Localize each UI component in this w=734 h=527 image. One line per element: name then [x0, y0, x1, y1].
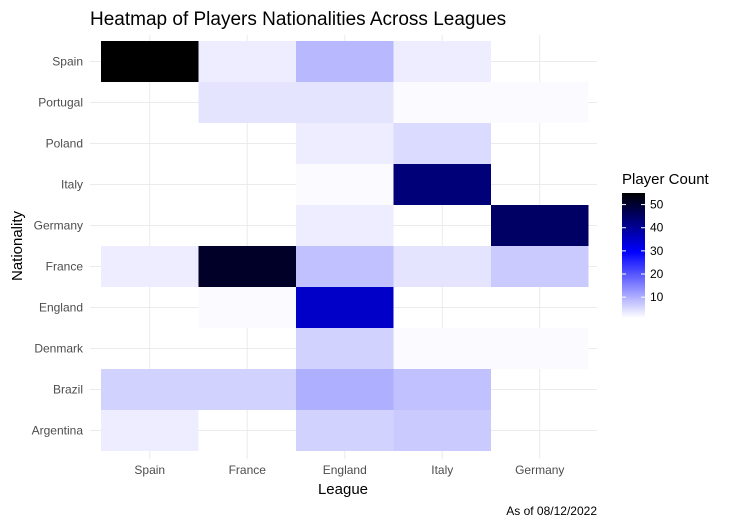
- cell-brazil-france: [198, 369, 296, 410]
- cell-portugal-france: [198, 82, 296, 123]
- cell-germany-germany: [491, 205, 589, 246]
- y-tick-italy: Italy: [61, 178, 83, 192]
- x-axis-title: League: [318, 481, 368, 498]
- y-tick-england: England: [39, 301, 83, 315]
- cell-france-spain: [101, 246, 199, 287]
- cell-portugal-germany: [491, 82, 589, 123]
- cell-france-england: [296, 246, 394, 287]
- cell-poland-italy: [393, 123, 491, 164]
- legend-tick-label-30: 30: [650, 244, 664, 258]
- cell-denmark-italy: [393, 328, 491, 369]
- legend-color-bar: [622, 193, 645, 318]
- y-axis-title: Nationality: [9, 210, 26, 281]
- cell-argentina-spain: [101, 410, 199, 451]
- cell-england-england: [296, 287, 394, 328]
- x-axis-ticks: Spain France England Italy Germany: [134, 463, 564, 477]
- y-tick-argentina: Argentina: [32, 424, 84, 438]
- cell-portugal-italy: [393, 82, 491, 123]
- y-tick-germany: Germany: [34, 219, 83, 233]
- cell-italy-italy: [393, 164, 491, 205]
- y-tick-portugal: Portugal: [38, 96, 83, 110]
- cell-spain-spain: [101, 41, 199, 82]
- cell-italy-england: [296, 164, 394, 205]
- cell-poland-england: [296, 123, 394, 164]
- y-tick-spain: Spain: [52, 55, 83, 69]
- x-tick-spain: Spain: [134, 463, 165, 477]
- cell-denmark-england: [296, 328, 394, 369]
- legend-tick-label-40: 40: [650, 221, 664, 235]
- cell-spain-france: [198, 41, 296, 82]
- cell-brazil-england: [296, 369, 394, 410]
- heatmap-cells: [101, 41, 589, 451]
- cell-denmark-germany: [491, 328, 589, 369]
- y-tick-france: France: [46, 260, 84, 274]
- cell-germany-england: [296, 205, 394, 246]
- y-axis-ticks: Spain Portugal Poland Italy Germany France Eng…: [32, 55, 84, 438]
- legend-tick-label-50: 50: [650, 198, 664, 212]
- color-legend: Player Count 10 20 30 40 50: [622, 171, 710, 318]
- cell-brazil-spain: [101, 369, 199, 410]
- legend-tick-label-20: 20: [650, 267, 664, 281]
- legend-tick-label-10: 10: [650, 290, 664, 304]
- x-tick-england: England: [323, 463, 367, 477]
- x-tick-france: France: [229, 463, 267, 477]
- cell-brazil-italy: [393, 369, 491, 410]
- cell-portugal-england: [296, 82, 394, 123]
- y-tick-denmark: Denmark: [34, 342, 84, 356]
- cell-france-germany: [491, 246, 589, 287]
- cell-argentina-italy: [393, 410, 491, 451]
- cell-england-france: [198, 287, 296, 328]
- x-tick-italy: Italy: [431, 463, 453, 477]
- chart-title: Heatmap of Players Nationalities Across …: [90, 9, 506, 30]
- cell-france-france: [198, 246, 296, 287]
- y-tick-poland: Poland: [46, 137, 83, 151]
- cell-france-italy: [393, 246, 491, 287]
- cell-argentina-england: [296, 410, 394, 451]
- x-tick-germany: Germany: [515, 463, 564, 477]
- y-tick-brazil: Brazil: [53, 383, 83, 397]
- cell-spain-italy: [393, 41, 491, 82]
- legend-ticks: 10 20 30 40 50: [622, 198, 664, 304]
- caption: As of 08/12/2022: [506, 504, 597, 518]
- cell-spain-england: [296, 41, 394, 82]
- legend-title: Player Count: [622, 171, 710, 188]
